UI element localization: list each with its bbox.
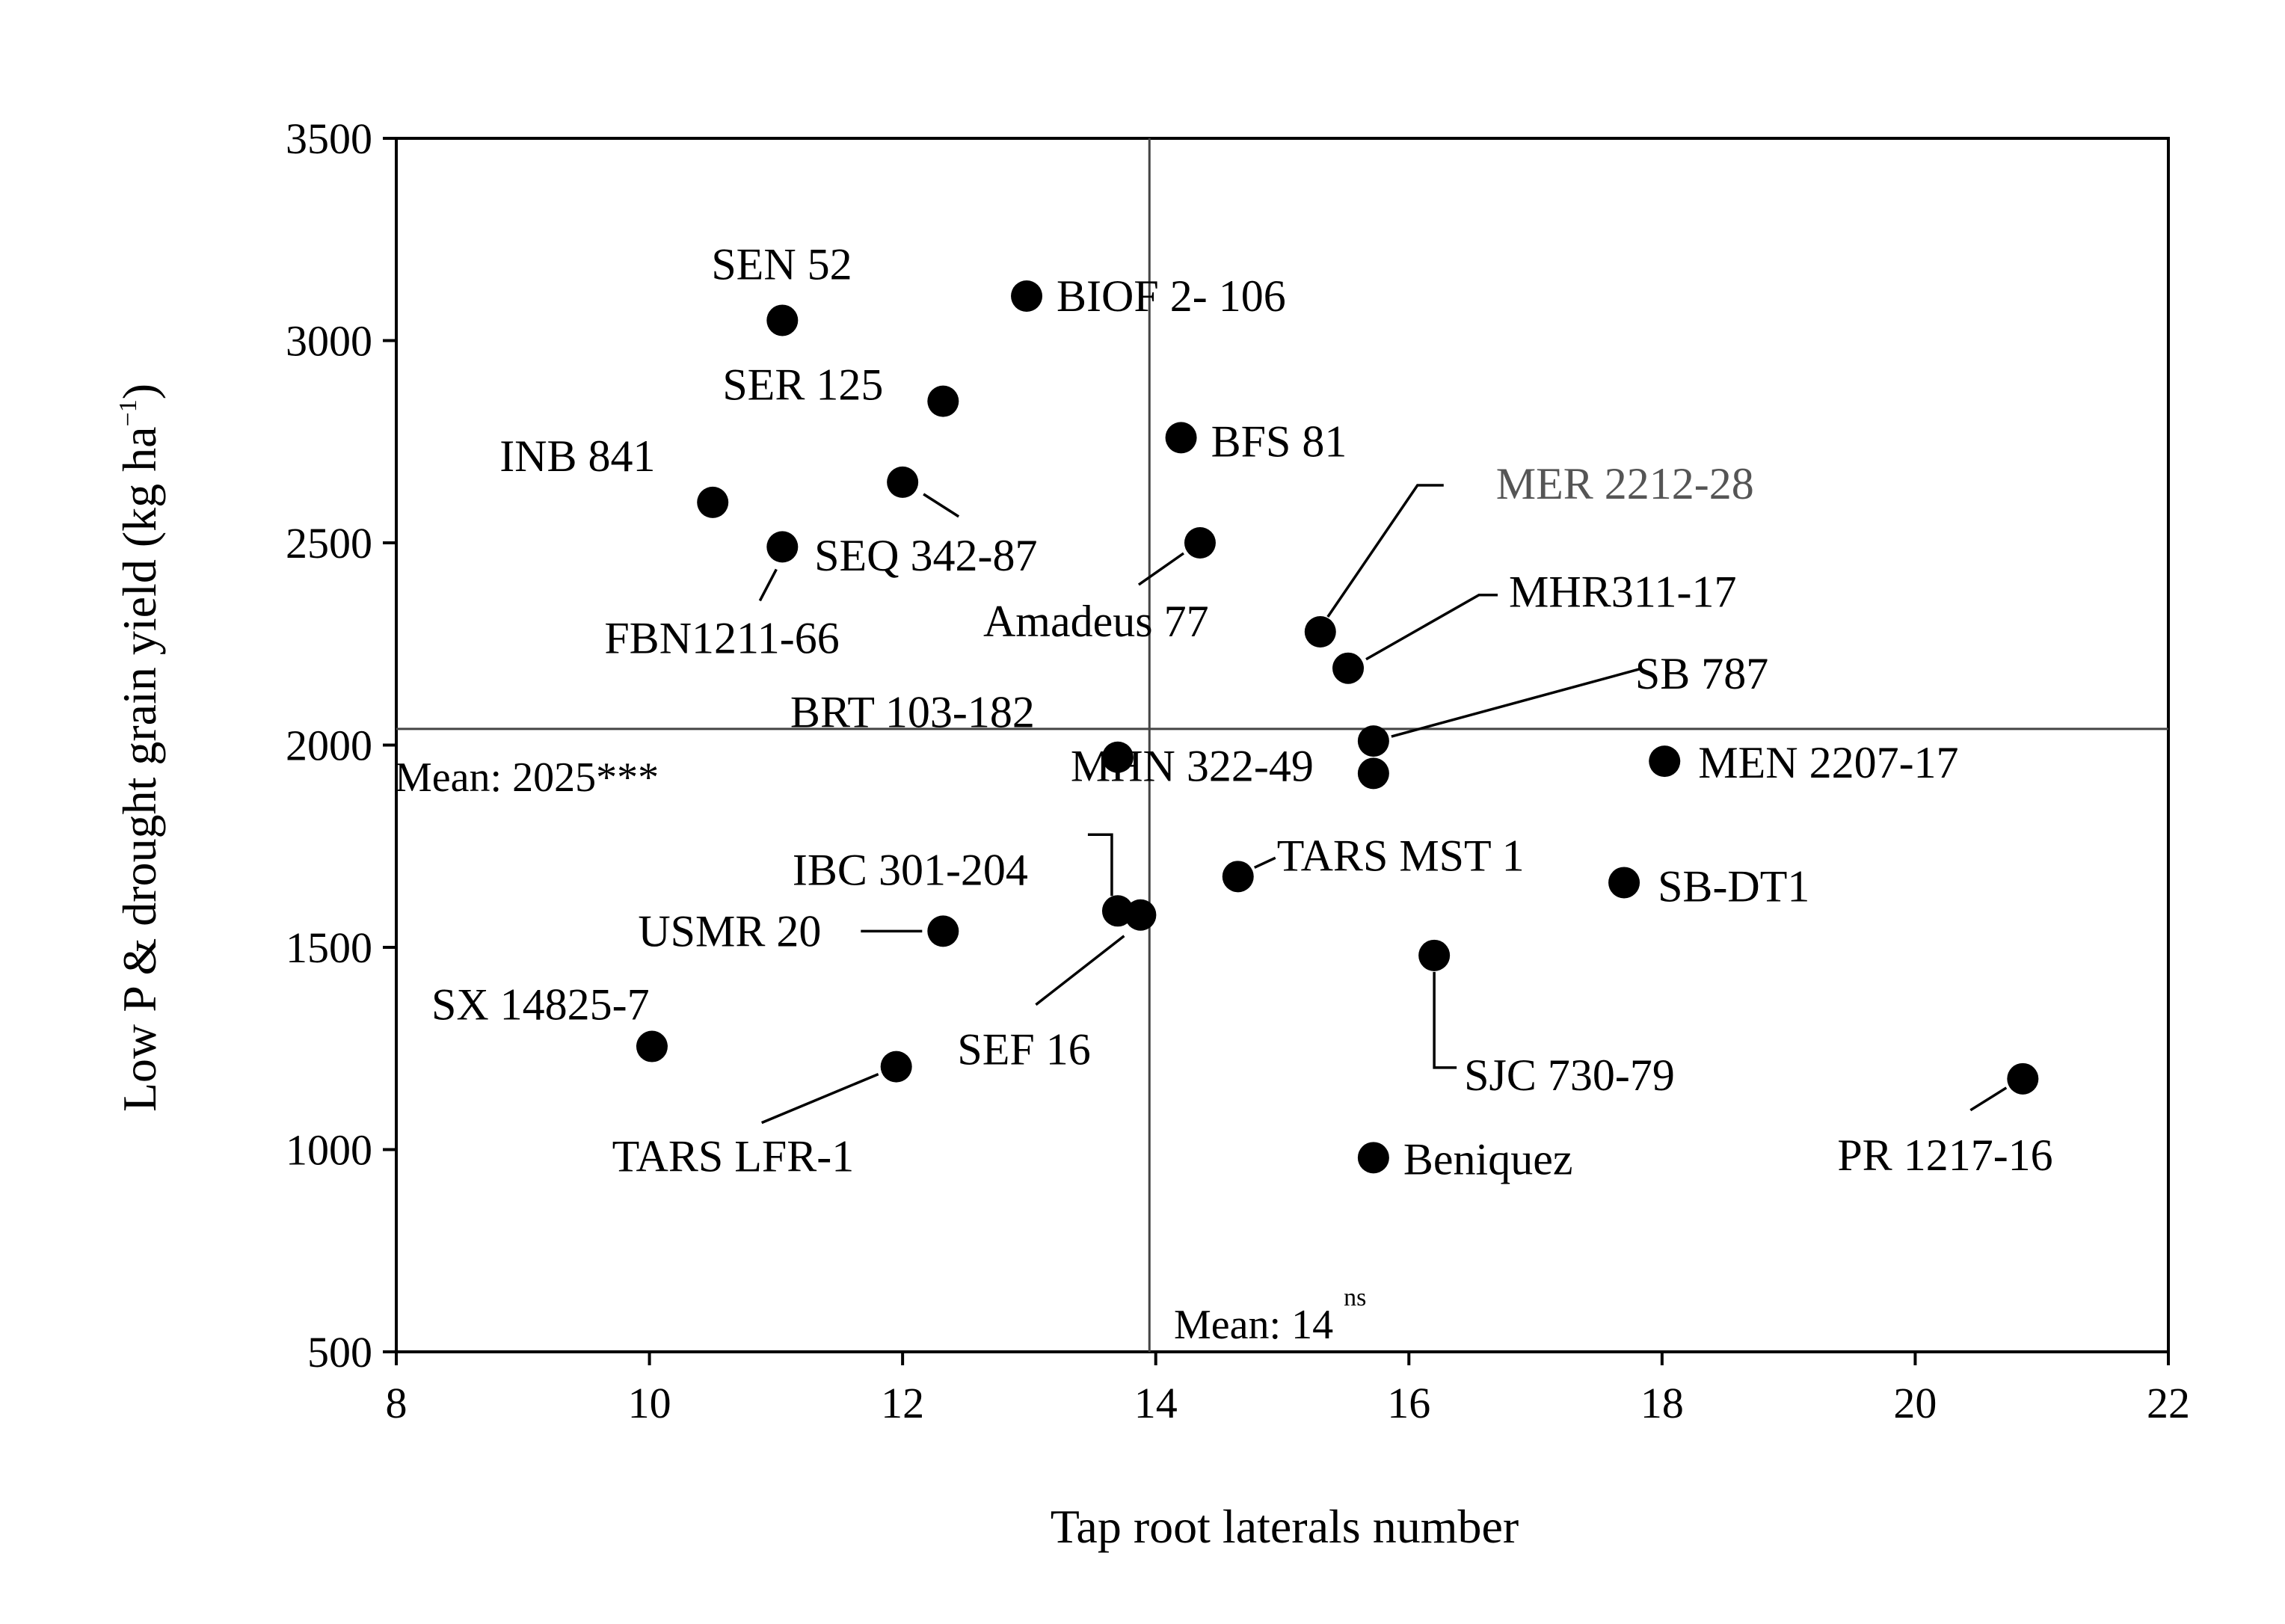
point-label: SB 787 [1635, 649, 1768, 698]
data-point [1222, 861, 1254, 893]
point-label: Amadeus 77 [983, 597, 1209, 646]
data-point [697, 486, 729, 518]
point-label: TARS MST 1 [1277, 831, 1525, 880]
leader-line [1969, 1086, 2008, 1112]
point-label: BRT 103-182 [790, 688, 1035, 737]
x-tick-label: 8 [386, 1379, 408, 1427]
x-axis-title: Tap root laterals number [1051, 1500, 1519, 1553]
point-label: MER 2212-28 [1496, 459, 1754, 508]
point-label: PR 1217-16 [1837, 1131, 2052, 1180]
mean-y-label: Mean: 2025*** [395, 754, 659, 801]
y-axis-title-main: Low P & drought grain yield (kg ha [113, 426, 166, 1112]
data-point [1332, 652, 1365, 684]
point-labels: SEN 52 BIOF 2- 106 SER 125 BFS 81 INB 841 SEQ… [431, 239, 2053, 1184]
data-point [1649, 745, 1681, 778]
x-tick-label: 12 [881, 1379, 924, 1427]
leader-line [1326, 484, 1444, 618]
mean-x-label-main: Mean: 14 [1174, 1302, 1333, 1348]
leader-line [1433, 971, 1457, 1069]
data-point [766, 304, 799, 336]
point-label: SEF 16 [957, 1025, 1090, 1074]
y-tick-label: 500 [307, 1328, 372, 1377]
y-tick-label: 1000 [286, 1126, 372, 1175]
y-axis-title-close: ) [113, 384, 166, 399]
data-point [1357, 725, 1389, 757]
point-label: SJC 730-79 [1464, 1051, 1675, 1100]
data-point [1608, 867, 1640, 899]
leader-line [1035, 935, 1125, 1006]
x-tick-label: 14 [1134, 1379, 1178, 1427]
leader-line [1254, 856, 1276, 869]
x-tick-label: 18 [1640, 1379, 1684, 1427]
y-tick-label: 2000 [286, 722, 372, 770]
data-point [1184, 527, 1216, 559]
y-axis-title: Low P & drought grain yield (kg ha−1) [113, 384, 166, 1112]
leader-line [758, 568, 778, 602]
leader-line [1391, 668, 1640, 738]
x-tick-label: 10 [628, 1379, 671, 1427]
data-point [1357, 1142, 1389, 1174]
data-point [1011, 280, 1043, 312]
x-tick-label: 16 [1387, 1379, 1430, 1427]
leader-line [923, 493, 960, 518]
point-label: FBN1211-66 [604, 613, 839, 662]
point-label: MHR311-17 [1509, 568, 1736, 617]
x-tick-label: 20 [1893, 1379, 1937, 1427]
data-point [1125, 899, 1157, 931]
mean-x-label-superscript: ns [1344, 1284, 1366, 1311]
mean-lines: Mean: 2025*** Mean: 14 ns [395, 138, 2168, 1352]
data-point [927, 385, 959, 417]
data-point [1101, 741, 1134, 773]
leader-line [1087, 833, 1113, 896]
point-label: TARS LFR-1 [612, 1132, 855, 1181]
data-point [887, 466, 919, 498]
point-label: IBC 301-204 [793, 845, 1028, 894]
y-tick-label: 2500 [286, 519, 372, 568]
data-point [2007, 1062, 2039, 1095]
data-point [1304, 616, 1336, 648]
point-label: SEN 52 [711, 239, 852, 289]
leader-line [1137, 552, 1184, 586]
data-point [927, 915, 959, 947]
data-point [1165, 422, 1197, 454]
y-axis-title-unit-superscript: −1 [114, 399, 142, 426]
y-tick-label: 1500 [286, 923, 372, 972]
x-tick-label: 22 [2147, 1379, 2190, 1427]
point-label: BFS 81 [1211, 416, 1347, 466]
data-point [766, 531, 799, 563]
leader-line [1365, 593, 1498, 661]
leader-line [761, 1072, 879, 1125]
data-point [1418, 939, 1451, 971]
point-label: MEN 2207-17 [1698, 738, 1958, 787]
data-point [880, 1051, 912, 1083]
mean-x-label: Mean: 14 ns [1174, 1284, 1366, 1348]
point-label: SER 125 [722, 360, 883, 410]
point-label: Beniquez [1403, 1134, 1573, 1184]
data-point [1357, 757, 1389, 790]
y-tick-label: 3000 [286, 317, 372, 366]
axis-ticks: 8 10 12 14 16 18 20 22 500 1000 1500 2000 2500 3000 35… [286, 114, 2190, 1427]
point-label: SEQ 342-87 [814, 531, 1037, 580]
point-label: SX 14825-7 [431, 980, 650, 1030]
point-label: MHN 322-49 [1071, 741, 1314, 790]
label-leader-lines [758, 484, 2008, 1125]
point-label: USMR 20 [638, 906, 821, 956]
point-label: INB 841 [499, 431, 655, 481]
data-points [636, 280, 2039, 1174]
point-label: BIOF 2- 106 [1057, 271, 1286, 321]
y-tick-label: 3500 [286, 114, 372, 163]
point-label: SB-DT1 [1658, 861, 1809, 911]
data-point [636, 1030, 668, 1062]
